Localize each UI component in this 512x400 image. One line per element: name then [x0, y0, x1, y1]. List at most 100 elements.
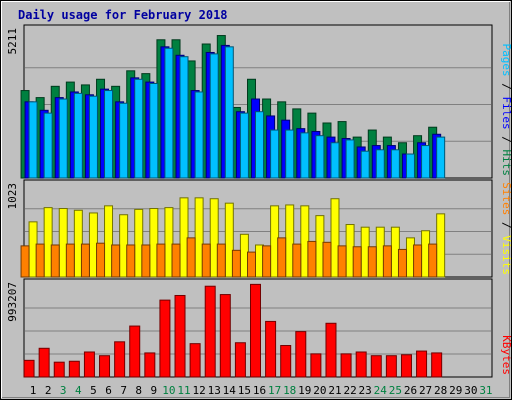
bar-kbytes-day-5	[83, 351, 95, 378]
series-label-part-hits-files-pages-4: Hits	[500, 150, 512, 177]
bar-pages-day-24	[375, 149, 385, 179]
bar-kbytes-day-20	[310, 353, 322, 378]
bar-visits-day-10	[164, 207, 174, 278]
bar-sites-day-3	[50, 244, 60, 278]
series-label-part-hits-files-pages-3: /	[500, 130, 512, 150]
y-max-label-hits-files-pages: 5211	[6, 28, 19, 55]
bar-kbytes-day-11	[174, 294, 186, 378]
bar-kbytes-day-16	[250, 283, 261, 378]
bar-pages-day-14	[224, 46, 234, 179]
bar-pages-day-8	[134, 78, 144, 179]
bar-pages-day-27	[421, 145, 431, 179]
bar-sites-day-14	[216, 243, 226, 278]
bar-kbytes-day-28	[431, 352, 443, 378]
bar-sites-day-12	[186, 237, 196, 278]
x-tick-label-day-16: 16	[253, 384, 266, 397]
bar-pages-day-16	[255, 111, 264, 179]
series-label-hits-files-pages: Pages / Files / Hits	[500, 44, 512, 177]
bar-visits-day-8	[134, 208, 144, 278]
x-tick-label-day-23: 23	[359, 384, 372, 397]
bar-visits-day-2	[43, 207, 53, 278]
bar-visits-day-6	[104, 205, 114, 278]
x-tick-label-day-2: 2	[45, 384, 52, 397]
bar-kbytes-day-8	[129, 325, 141, 378]
bar-pages-day-10	[164, 47, 174, 179]
x-tick-label-day-22: 22	[343, 384, 356, 397]
bar-kbytes-day-22	[340, 353, 352, 378]
x-tick-label-day-21: 21	[328, 384, 341, 397]
x-tick-label-day-1: 1	[30, 384, 37, 397]
series-label-part-visits-sites-0: Sites	[500, 182, 512, 215]
bar-kbytes-day-23	[355, 351, 367, 378]
series-label-part-kbytes-0: KBytes	[500, 335, 512, 375]
bar-kbytes-day-21	[325, 322, 337, 378]
x-tick-label-day-14: 14	[223, 384, 237, 397]
bar-sites-day-13	[201, 243, 211, 278]
bar-pages-day-13	[209, 53, 219, 179]
x-tick-label-day-10: 10	[162, 384, 175, 397]
bar-visits-day-14	[224, 202, 234, 278]
bar-visits-day-28	[436, 213, 446, 278]
bar-kbytes-day-3	[53, 361, 65, 378]
bar-sites-day-4	[65, 243, 75, 278]
bar-pages-day-26	[405, 153, 415, 179]
bar-pages-day-6	[104, 90, 114, 179]
bar-pages-day-21	[330, 142, 340, 179]
x-tick-label-day-28: 28	[434, 384, 447, 397]
bar-kbytes-day-1	[23, 359, 35, 378]
x-tick-label-day-20: 20	[313, 384, 326, 397]
bar-kbytes-day-6	[99, 355, 111, 378]
bar-pages-day-7	[119, 102, 129, 179]
bar-pages-day-18	[285, 129, 295, 179]
x-tick-label-day-25: 25	[389, 384, 402, 397]
bar-kbytes-day-2	[38, 347, 50, 378]
series-label-part-visits-sites-2: Visits	[500, 235, 512, 275]
x-tick-label-day-3: 3	[60, 384, 67, 397]
bar-kbytes-day-25	[385, 355, 397, 378]
chart-title: Daily usage for February 2018	[18, 8, 228, 22]
bar-sites-day-27	[413, 244, 423, 278]
x-tick-label-day-15: 15	[238, 384, 251, 397]
bar-visits-day-13	[209, 198, 219, 278]
bar-kbytes-day-4	[68, 360, 80, 378]
bar-sites-day-2	[35, 243, 45, 278]
bar-sites-day-26	[397, 248, 407, 278]
x-tick-label-day-13: 13	[208, 384, 221, 397]
panel-visits-sites: 1023 Sites / Visits	[6, 179, 512, 278]
bar-kbytes-day-18	[280, 345, 292, 378]
bar-pages-day-15	[239, 112, 249, 179]
bar-visits-day-21	[330, 198, 340, 278]
bar-sites-day-8	[126, 244, 136, 278]
series-label-visits-sites: Sites / Visits	[500, 182, 512, 275]
bar-pages-day-22	[345, 139, 355, 179]
bar-sites-day-10	[156, 243, 166, 278]
bar-sites-day-5	[80, 243, 90, 278]
bar-kbytes-day-13	[204, 285, 216, 378]
bar-kbytes-day-17	[265, 320, 277, 378]
bar-pages-day-28	[436, 136, 446, 179]
bar-sites-day-11	[171, 243, 181, 278]
y-max-label-kbytes: 993207	[6, 282, 19, 322]
bar-sites-day-15	[231, 249, 241, 278]
bar-kbytes-day-12	[189, 343, 201, 378]
bar-pages-day-20	[315, 135, 325, 179]
x-tick-label-day-8: 8	[135, 384, 142, 397]
x-tick-label-day-6: 6	[105, 384, 112, 397]
x-tick-label-day-26: 26	[404, 384, 417, 397]
y-max-label-visits-sites: 1023	[6, 183, 19, 210]
x-axis-day-labels: 1 2 3 4 5 6 7 8 9 10 11 12 13 14 15 16 17 18 19 20 21 22 23 24 2…	[30, 384, 493, 397]
x-tick-label-day-18: 18	[283, 384, 296, 397]
series-label-kbytes: KBytes	[500, 335, 512, 375]
x-tick-label-day-27: 27	[419, 384, 432, 397]
bar-visits-day-3	[58, 208, 68, 278]
bar-kbytes-day-19	[295, 331, 307, 378]
bar-sites-day-28	[428, 243, 438, 278]
series-label-part-hits-files-pages-2: Files	[500, 97, 512, 130]
bar-sites-day-17	[262, 245, 272, 278]
bar-sites-day-21	[322, 241, 332, 278]
bar-sites-day-23	[352, 246, 362, 278]
x-tick-label-day-7: 7	[120, 384, 127, 397]
bar-pages-day-3	[58, 98, 68, 179]
x-tick-label-day-12: 12	[192, 384, 205, 397]
